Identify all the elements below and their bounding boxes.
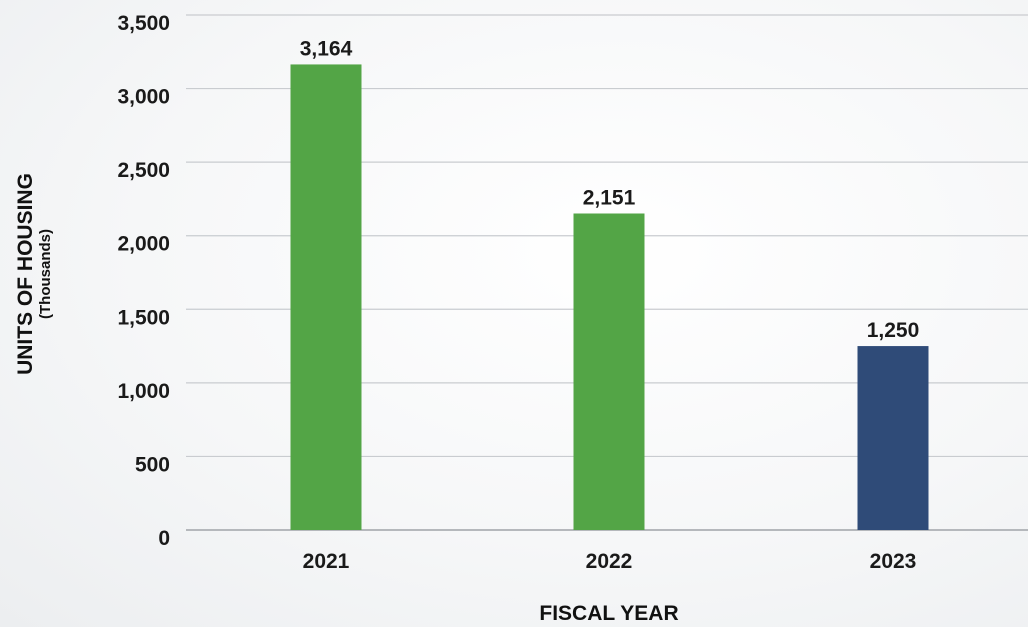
x-tick-label: 2023 [870, 550, 917, 573]
y-tick-label: 500 [135, 453, 170, 476]
y-tick-label: 2,000 [117, 233, 170, 256]
y-tick-label: 0 [158, 527, 170, 550]
x-axis-title: FISCAL YEAR [539, 602, 678, 625]
data-label-2023: 1,250 [867, 319, 920, 342]
data-label-2021: 3,164 [300, 37, 353, 60]
x-tick-label: 2022 [586, 550, 633, 573]
y-tick-label: 1,000 [117, 380, 170, 403]
bar-2021 [290, 64, 362, 530]
y-axis-ticks: 0 500 1,000 1,500 2,000 2,500 3,000 3,500 [117, 12, 170, 550]
y-axis-subtitle: (Thousands) [37, 229, 54, 319]
bar-2022 [573, 213, 645, 530]
y-tick-label: 1,500 [117, 306, 170, 329]
x-axis-ticks: 2021 2022 2023 [303, 550, 917, 573]
y-tick-label: 3,000 [117, 86, 170, 109]
data-labels: 3,164 2,151 1,250 [300, 37, 920, 342]
bars [290, 64, 929, 530]
y-axis-title: UNITS OF HOUSING [14, 173, 37, 375]
bar-2023 [857, 346, 929, 530]
data-label-2022: 2,151 [583, 186, 636, 209]
y-tick-label: 2,500 [117, 159, 170, 182]
x-tick-label: 2021 [303, 550, 350, 573]
y-axis-title-group: UNITS OF HOUSING (Thousands) [14, 173, 54, 375]
y-tick-label: 3,500 [117, 12, 170, 35]
